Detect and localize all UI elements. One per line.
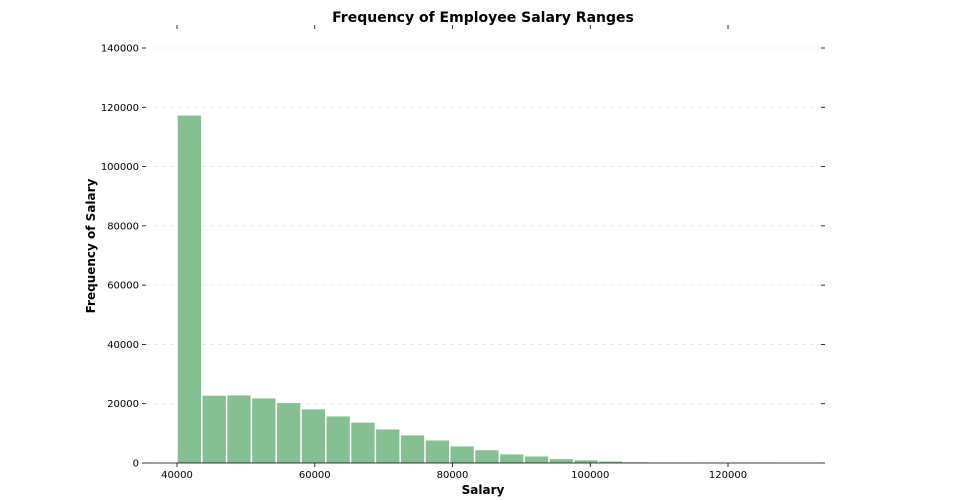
y-tick-label-1: 20000 [107,399,139,410]
x-tick-label-2: 80000 [437,470,469,481]
y-tick-label-7: 140000 [101,44,139,55]
histogram-bar-13 [500,454,524,463]
y-tick-label-2: 40000 [107,340,139,351]
histogram-bar-12 [475,450,499,463]
y-axis-label: Frequency of Salary [84,178,98,313]
y-tick-label-6: 120000 [101,103,139,114]
histogram-bar-9 [400,435,425,463]
histogram-bar-16 [574,460,598,463]
y-tick-label-3: 60000 [107,281,139,292]
grid-layer [146,47,821,405]
histogram-bar-8 [376,429,400,463]
x-tick-label-3: 100000 [571,470,609,481]
histogram-bar-3 [252,398,276,463]
histogram-bar-15 [549,459,573,463]
y-tick-label-0: 0 [133,459,139,470]
histogram-bar-0 [177,115,202,463]
x-axis-label: Salary [462,483,505,497]
histogram-bar-4 [276,403,301,463]
y-tick-label-5: 100000 [101,162,139,173]
x-tick-label-0: 40000 [161,470,193,481]
x-tick-label-4: 120000 [709,470,747,481]
histogram-bar-5 [301,409,326,463]
histogram-bar-14 [524,456,549,463]
y-tick-label-4: 80000 [107,221,139,232]
histogram-bar-17 [599,461,623,463]
histogram-bar-2 [227,395,251,463]
x-tick-label-1: 60000 [299,470,331,481]
histogram-bar-10 [425,440,449,463]
histogram-bar-1 [202,395,226,463]
bars-layer [177,115,797,463]
histogram-bar-7 [351,422,375,463]
chart-title: Frequency of Employee Salary Ranges [332,10,634,26]
histogram-bar-6 [326,416,350,463]
ticks-layer: 0 20000 40000 60000 80000 100000 120000 140000 4… [101,25,825,481]
histogram-bar-11 [450,446,474,463]
